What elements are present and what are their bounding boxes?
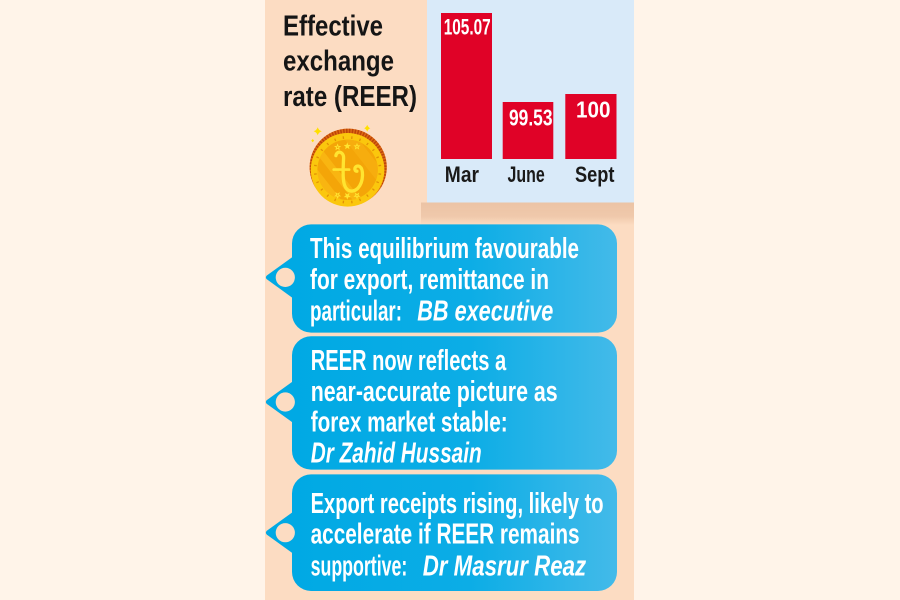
svg-text:REER now reflects a: REER now reflects a [311, 345, 507, 377]
svg-text:105.07: 105.07 [444, 14, 491, 39]
svg-text:June: June [508, 162, 545, 187]
svg-text:supportive:: supportive: [311, 551, 408, 583]
svg-text:Mar: Mar [445, 162, 480, 187]
svg-text:Dr Masrur Reaz: Dr Masrur Reaz [423, 551, 587, 583]
svg-text:Sept: Sept [575, 162, 615, 187]
svg-text:99.53: 99.53 [509, 104, 553, 130]
svg-text:Export receipts rising, likely: Export receipts rising, likely to [311, 488, 604, 520]
svg-text:rate (REER): rate (REER) [283, 81, 417, 113]
svg-text:Effective: Effective [283, 11, 383, 43]
svg-text:accelerate if REER remains: accelerate if REER remains [311, 519, 580, 551]
svg-text:100: 100 [576, 97, 611, 123]
svg-text:for export, remittance in: for export, remittance in [310, 264, 549, 296]
svg-text:Dr Zahid Hussain: Dr Zahid Hussain [311, 438, 482, 470]
svg-text:near-accurate picture as: near-accurate picture as [311, 376, 558, 408]
svg-text:forex market stable:: forex market stable: [311, 407, 508, 439]
svg-text:This equilibrium favourable: This equilibrium favourable [310, 233, 579, 265]
svg-text:particular:: particular: [310, 295, 402, 327]
svg-text:exchange: exchange [283, 46, 394, 78]
svg-text:BB executive: BB executive [417, 295, 553, 327]
